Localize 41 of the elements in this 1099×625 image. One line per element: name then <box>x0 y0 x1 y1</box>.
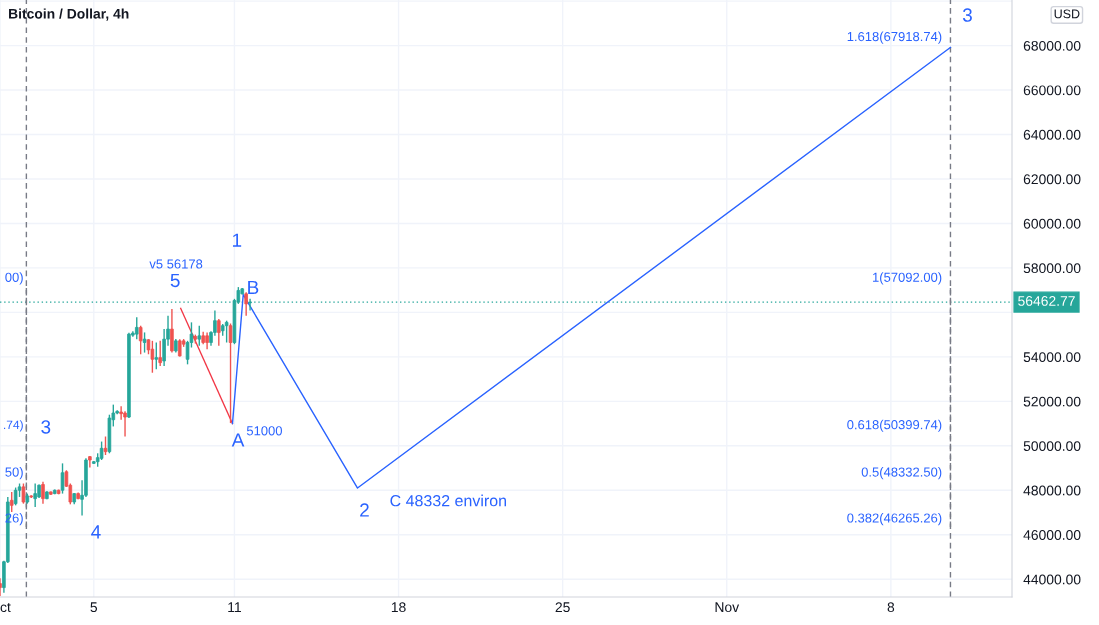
annotation: 3 <box>962 8 972 22</box>
annotation: 00) <box>5 272 23 285</box>
y-tick-label: 64000.00 <box>1023 129 1081 140</box>
annotation: A <box>231 433 245 447</box>
x-tick-label: 5 <box>90 602 98 613</box>
annotation: 1.618(67918.74) <box>847 31 942 44</box>
annotation: 4 <box>91 525 101 539</box>
y-tick-label: 52000.00 <box>1023 396 1081 407</box>
y-axis-title: USD <box>1054 9 1080 19</box>
y-tick-label: 62000.00 <box>1023 174 1081 185</box>
y-tick-label: 48000.00 <box>1023 485 1081 496</box>
x-tick-label: Nov <box>715 602 740 613</box>
annotation: v5 56178 <box>149 259 203 269</box>
y-tick-label: 44000.00 <box>1023 574 1081 585</box>
x-tick-label: 18 <box>391 602 406 613</box>
annotation: 1(57092.00) <box>873 272 942 285</box>
annotation: 51000 <box>246 426 282 436</box>
annotation: 0.382(46265.26) <box>847 513 942 526</box>
annotation: C 48332 environ <box>390 494 506 507</box>
ref-line-label: 56462.77 <box>1018 296 1075 306</box>
x-tick-label: 25 <box>555 602 570 613</box>
annotation: 50) <box>5 467 23 480</box>
annotation: 5 <box>170 273 180 288</box>
annotation: .74) <box>4 420 23 432</box>
x-tick-label: ct <box>0 602 11 613</box>
text: Bitcoin / Dollar, 4h <box>9 8 129 21</box>
y-tick-label: 50000.00 <box>1023 441 1081 451</box>
y-tick-label: 60000.00 <box>1023 218 1081 229</box>
x-tick-label: 8 <box>887 602 895 613</box>
y-tick-label: 54000.00 <box>1023 352 1081 363</box>
y-tick-label: 58000.00 <box>1023 263 1081 274</box>
y-tick-label: 68000.00 <box>1023 40 1081 51</box>
annotation: 0.5(48332.50) <box>861 467 942 480</box>
x-tick-label: 11 <box>228 602 241 612</box>
annotation: 0.618(50399.74) <box>847 419 942 432</box>
y-tick-label: 46000.00 <box>1023 530 1081 540</box>
annotation: 2 <box>360 503 369 517</box>
y-tick-label: 66000.00 <box>1023 85 1081 96</box>
annotation: 1 <box>232 233 242 247</box>
annotation: B <box>248 280 259 294</box>
annotation: 3 <box>41 420 51 434</box>
